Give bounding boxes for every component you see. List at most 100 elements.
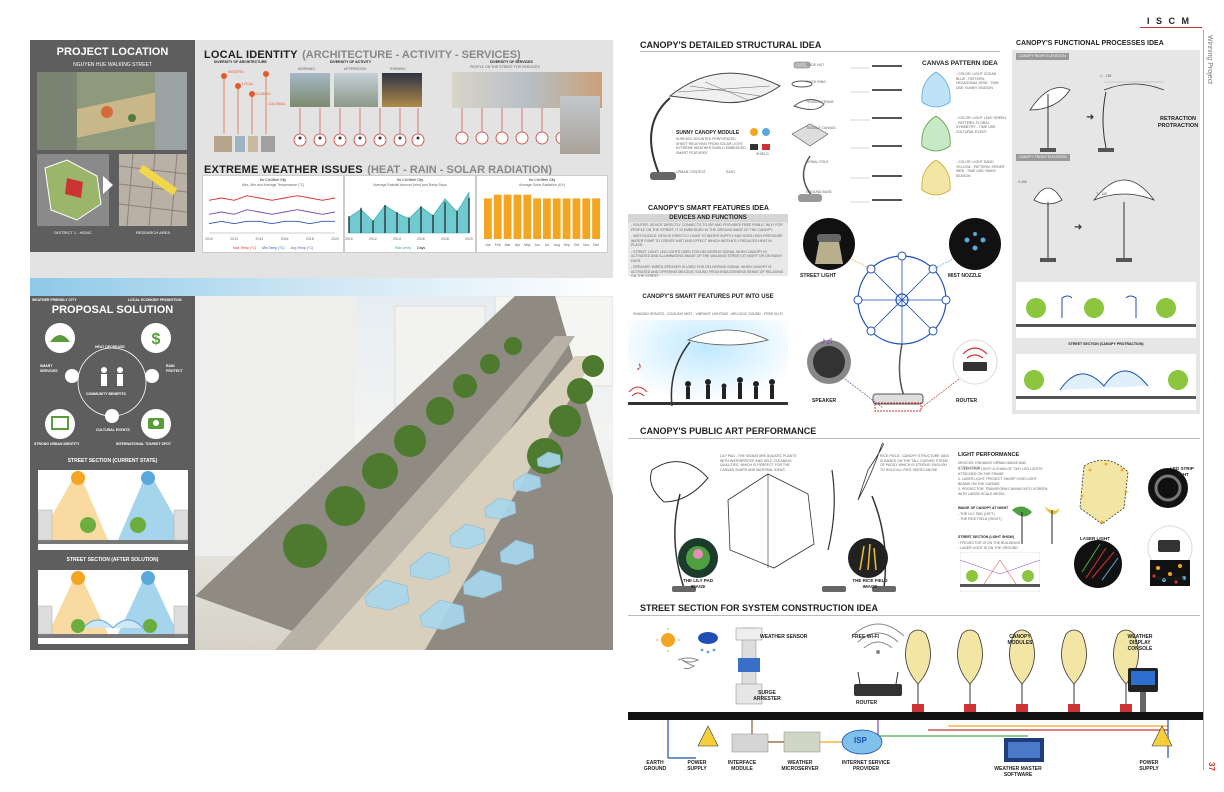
arch-modern: MODERN bbox=[228, 70, 244, 74]
device-router: - ROUTER: DEVICE DIRECTLY CONNECTS TO IS… bbox=[631, 223, 783, 232]
uv-tick-label: Oct bbox=[574, 243, 579, 247]
uv-tick-label: Jun bbox=[534, 243, 540, 247]
functional-panel bbox=[1012, 50, 1200, 414]
rain-days-bar bbox=[384, 205, 386, 233]
part-spinal-pole: SPINAL POLE bbox=[806, 160, 829, 164]
section-after-art bbox=[38, 570, 188, 644]
night-item-0: - THE LILY PAD (LEFT) bbox=[958, 512, 995, 516]
part-fixed-ring: FIXED RING bbox=[806, 80, 827, 84]
photo-morning bbox=[290, 73, 330, 107]
temp-chart: 2010 2012 2014 2016 2018 2020 bbox=[205, 195, 339, 241]
svg-text:$: $ bbox=[152, 331, 161, 348]
dim-c: C - 188 bbox=[1100, 74, 1112, 78]
label-rain-protect: RAIN PROTECT bbox=[166, 364, 183, 373]
parts-details-art bbox=[850, 65, 902, 203]
rain-tick-label: 2010 bbox=[345, 237, 353, 241]
location-title: PROJECT LOCATION bbox=[56, 46, 169, 58]
uv-tick-label: Feb bbox=[495, 243, 501, 247]
smart-use-art: ♪ bbox=[628, 320, 788, 410]
pattern-yellow: - COLOR: LIGHT SAND YELLOW - PATTERN: SP… bbox=[956, 160, 1005, 178]
light-line-1: 1. LED STRIP LIGHT: A CHAIN OF TINY LED … bbox=[958, 467, 1043, 476]
rain-legend-rain: Rain (mm) bbox=[394, 246, 412, 250]
uv-tick-label: Jul bbox=[545, 243, 550, 247]
map-arrow-icon bbox=[103, 176, 113, 194]
night-canopies-art bbox=[1012, 506, 1060, 544]
uv-bar bbox=[582, 198, 591, 239]
svg-text:♪: ♪ bbox=[636, 359, 642, 373]
rice-text: RICE FIELD - CANOPY STRUCTURE IDEA IS BA… bbox=[880, 454, 949, 472]
side-rule bbox=[1203, 30, 1204, 770]
uv-chart-city: Ho Chi Minh City bbox=[528, 178, 556, 182]
arch-colonial: COLONIAL bbox=[268, 102, 286, 106]
uv-bar bbox=[503, 194, 512, 239]
rain-chart-caption: Average Rainfall Amount (mm) and Rainy D… bbox=[373, 182, 447, 187]
temp-tick-label: 2012 bbox=[230, 237, 238, 241]
section-retraction-art bbox=[1016, 282, 1196, 338]
uv-tick-label: May bbox=[524, 243, 531, 247]
uv-bar bbox=[523, 194, 532, 239]
uv-bar bbox=[552, 198, 561, 239]
activity-label: DIVERSITY OF ACTIVITY bbox=[330, 60, 372, 64]
construction-diagram: ⚡ ⚡ bbox=[628, 623, 1203, 762]
public-art-title: CANOPY'S PUBLIC ART PERFORMANCE bbox=[640, 426, 817, 436]
light-line-0: DEVICES: ENHANCE URBAN IMAGE AND ATTRACT… bbox=[958, 461, 1027, 470]
legend-urban: URBAN CONTEXT bbox=[676, 170, 706, 174]
side-label: Winning Project bbox=[1206, 35, 1213, 85]
time-morning: MORNING bbox=[298, 67, 315, 71]
identity-subtitle: (ARCHITECTURE - ACTIVITY - SERVICES) bbox=[302, 49, 521, 61]
street-render-art bbox=[195, 296, 613, 650]
pattern-blue: - COLOR: LIGHT OCEAN BLUE - PATTERN: HEX… bbox=[956, 72, 999, 90]
uv-bar bbox=[592, 198, 600, 239]
rain-chart: 2010 2012 2014 2016 2018 2020 bbox=[345, 191, 473, 241]
label-street-light: STREET LIGHT bbox=[800, 273, 837, 279]
lbl-master: WEATHER MASTER SOFTWARE bbox=[994, 766, 1042, 778]
research-label: RESEARCH AREA bbox=[135, 230, 170, 235]
construction-rule bbox=[628, 615, 1200, 616]
uv-tick-label: Jan bbox=[485, 243, 491, 247]
photo-evening bbox=[382, 73, 422, 107]
lbl-earth: EARTH GROUND bbox=[643, 760, 667, 772]
svg-text:➜: ➜ bbox=[1074, 222, 1082, 233]
lily-text: LILY PAD - THE SIGNATURE AQUATIC PLANTS … bbox=[720, 454, 797, 472]
photo-building bbox=[560, 96, 600, 154]
proposal-title: PROPOSAL SOLUTION bbox=[51, 304, 174, 316]
svg-text:➜: ➜ bbox=[1086, 112, 1094, 123]
svg-text:♪♫: ♪♫ bbox=[821, 336, 834, 347]
lbl-canopy: CANOPY MODULES bbox=[1007, 634, 1033, 646]
lbl-isp-full: INTERNET SERVICE PROVIDER bbox=[841, 760, 891, 772]
section-current-label: STREET SECTION (CURRENT STATE) bbox=[67, 458, 158, 464]
functional-elevations: ➜ ➜ bbox=[1029, 81, 1165, 262]
rain-area bbox=[348, 191, 470, 234]
label-smart-services: SMART SERVICES bbox=[40, 364, 58, 373]
lbl-micro: WEATHER MICROSERVER bbox=[781, 760, 819, 772]
device-mist: - MIST NOZZLE: DEVICE DIRECTLY LINKS TO … bbox=[631, 234, 783, 247]
section-after-label: STREET SECTION (AFTER SOLUTION) bbox=[66, 557, 159, 563]
lbl-wifi: FREE WI-FI bbox=[852, 634, 879, 640]
services-label: DIVERSITY OF SERVICES bbox=[490, 60, 533, 64]
temp-tick-label: 2020 bbox=[331, 237, 339, 241]
temp-chart-caption: Max, Min and Average Temperature (°C) bbox=[241, 182, 305, 187]
svg-text:⚡: ⚡ bbox=[1159, 734, 1171, 747]
module-desc: SURFACE MOUNTED PERFORATED SHEET RELIEVI… bbox=[676, 137, 746, 155]
temp-series-2 bbox=[208, 209, 336, 215]
aerial-photo bbox=[37, 72, 187, 150]
light-title: LIGHT PERFORMANCE bbox=[958, 452, 1020, 458]
devices-box: DEVICES AND FUNCTIONS - ROUTER: DEVICE D… bbox=[628, 214, 788, 278]
light-section-label: STREET SECTION (LIGHT SHOW) bbox=[958, 535, 1014, 539]
retraction-title: RETRACTION PROTRACTION bbox=[1157, 116, 1199, 129]
arch-classic: CLASSIC bbox=[256, 92, 271, 96]
uv-bar bbox=[513, 194, 522, 239]
page-number: 37 bbox=[1207, 762, 1216, 771]
lbl-display: WEATHER DISPLAY CONSOLE bbox=[1127, 634, 1153, 652]
module-title: SUNNY CANOPY MODULE bbox=[676, 130, 740, 136]
rain-days-bar bbox=[420, 206, 422, 233]
lbl-interface: INTERFACE MODULE bbox=[727, 760, 757, 772]
uv-bar bbox=[562, 198, 571, 239]
activity-icons bbox=[293, 108, 425, 147]
structural-title: CANOPY'S DETAILED STRUCTURAL IDEA bbox=[640, 40, 822, 50]
canopy-module-base bbox=[1068, 704, 1080, 712]
uv-chart-caption: Average Solar Radiation (UV) bbox=[518, 182, 566, 187]
lbl-power2: POWER SUPPLY bbox=[1139, 760, 1159, 772]
device-speaker: - SPEAKER: WIRED SPEAKER IS USED FOR DEL… bbox=[631, 265, 784, 278]
light-line-2: 2. LASER LIGHT: PROJECT SHARP VIVID LIGH… bbox=[958, 477, 1037, 486]
